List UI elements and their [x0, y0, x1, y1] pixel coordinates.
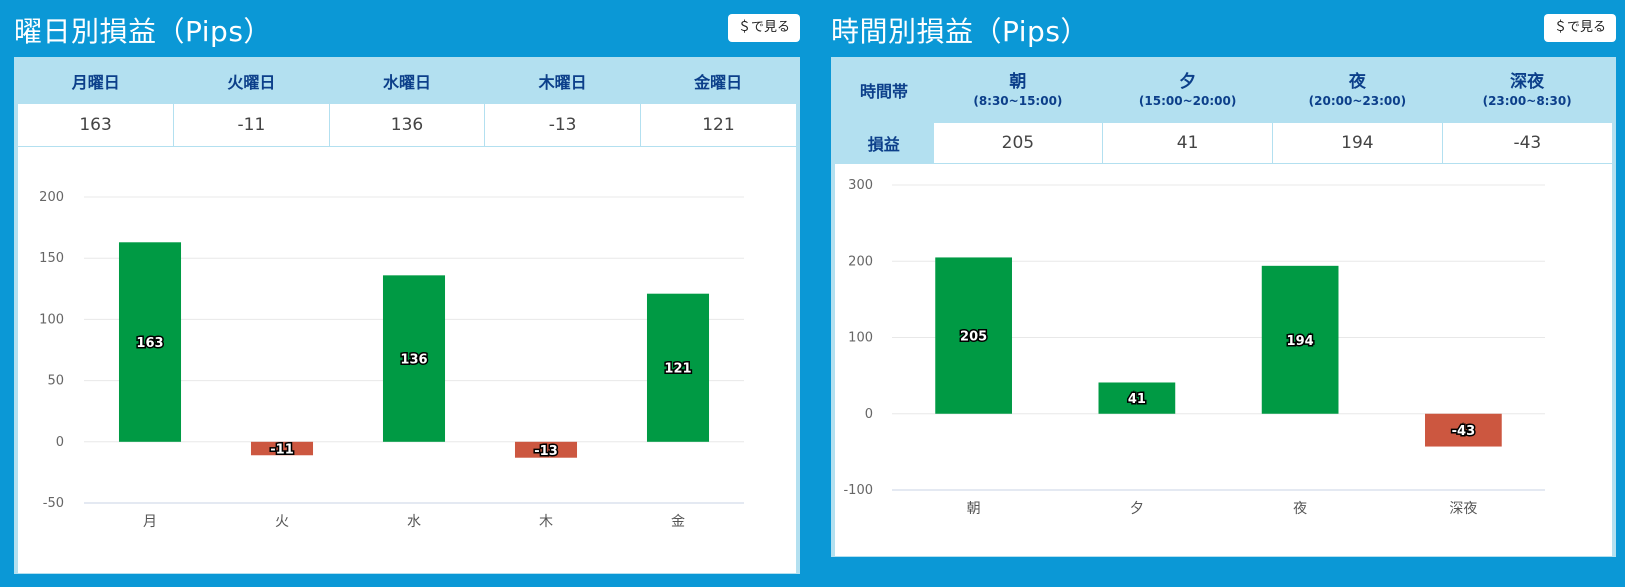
time-header-morning: 朝 (8:30~15:00) — [933, 57, 1103, 123]
time-header-morning-label: 朝 — [1009, 72, 1027, 92]
y-tick-label: 300 — [848, 178, 873, 193]
time-value-latenight: -43 — [1441, 123, 1612, 164]
time-header-night-label: 夜 — [1348, 72, 1366, 92]
time-header-evening-label: 夕 — [1179, 72, 1197, 92]
bar-深夜 — [1425, 413, 1502, 447]
weekday-bar-chart: -50 0 50 100 150 200 163 月 -11 火 136 水 -13 木 121 金 — [39, 190, 744, 530]
bar-水 — [382, 275, 446, 442]
y-tick-label: -100 — [843, 483, 873, 498]
y-tick-label: -50 — [43, 496, 64, 511]
weekday-header-thu: 木曜日 — [484, 57, 641, 104]
time-row-header-period: 時間帯 — [835, 57, 933, 123]
weekday-value-mon: 163 — [18, 104, 174, 147]
weekday-header-wed: 水曜日 — [329, 57, 485, 104]
bar-data-label: 41 — [1128, 392, 1146, 407]
bar-data-label: 121 — [664, 362, 691, 377]
bar-data-label: 163 — [136, 336, 163, 351]
time-header-latenight-label: 深夜 — [1510, 72, 1545, 92]
time-bar-chart: -100 0 100 200 300 205 朝 41 夕 194 夜 -43 深夜 — [843, 178, 1545, 517]
time-header-night: 夜 (20:00~23:00) — [1272, 57, 1443, 123]
time-value-evening: 41 — [1102, 123, 1273, 164]
bar-木 — [514, 441, 578, 458]
bar-data-label: -13 — [534, 444, 558, 459]
time-header-latenight-range: (23:00~8:30) — [1482, 94, 1572, 108]
bar-data-label: -43 — [1452, 424, 1476, 439]
y-tick-label: 100 — [848, 331, 873, 346]
y-tick-label: 200 — [39, 190, 64, 205]
weekday-chart-area: -50 0 50 100 150 200 163 月 -11 火 136 水 -13 木 121 金 — [18, 147, 796, 573]
weekday-table: 月曜日 火曜日 水曜日 木曜日 金曜日 163 -11 136 -13 121 — [18, 57, 796, 147]
weekday-card: 月曜日 火曜日 水曜日 木曜日 金曜日 163 -11 136 -13 121 … — [14, 57, 800, 574]
time-value-morning: 205 — [932, 123, 1103, 164]
x-tick-label: 月 — [143, 514, 157, 530]
time-value-night: 194 — [1272, 123, 1443, 164]
weekday-usd-button[interactable]: ＄で見る — [727, 14, 800, 42]
time-header-latenight: 深夜 (23:00~8:30) — [1442, 57, 1612, 123]
time-header-evening: 夕 (15:00~20:00) — [1102, 57, 1273, 123]
x-tick-label: 夜 — [1293, 501, 1307, 517]
weekday-value-tue: -11 — [173, 104, 330, 147]
weekday-header-fri: 金曜日 — [640, 57, 796, 104]
time-usd-button[interactable]: ＄で見る — [1543, 14, 1616, 42]
y-tick-label: 0 — [865, 407, 873, 422]
x-tick-label: 木 — [539, 514, 553, 530]
y-tick-label: 50 — [47, 374, 64, 389]
weekday-value-thu: -13 — [484, 104, 641, 147]
bar-data-label: 194 — [1287, 334, 1314, 349]
x-tick-label: 夕 — [1130, 501, 1144, 517]
time-header-night-range: (20:00~23:00) — [1308, 94, 1407, 108]
bar-data-label: 136 — [400, 353, 427, 368]
x-tick-label: 火 — [275, 514, 289, 530]
y-tick-label: 100 — [39, 312, 64, 327]
weekday-value-wed: 136 — [328, 104, 485, 147]
weekday-header-mon: 月曜日 — [18, 57, 174, 104]
x-tick-label: 深夜 — [1449, 501, 1477, 517]
time-header-morning-range: (8:30~15:00) — [973, 94, 1063, 108]
time-chart-area: -100 0 100 200 300 205 朝 41 夕 194 夜 -43 深夜 — [835, 164, 1612, 556]
bar-金 — [646, 293, 710, 442]
y-tick-label: 150 — [39, 251, 64, 266]
bar-夜 — [1261, 265, 1339, 414]
weekday-value-fri: 121 — [639, 104, 796, 147]
bar-朝 — [935, 257, 1012, 414]
time-panel-title: 時間別損益（Pips） — [831, 15, 1089, 48]
weekday-panel-title: 曜日別損益（Pips） — [14, 15, 272, 48]
bar-data-label: 205 — [960, 330, 987, 345]
time-row-header-pl: 損益 — [835, 123, 933, 164]
time-card: 時間帯 朝 (8:30~15:00) 夕 (15:00~20:00) 夜 (20… — [831, 57, 1616, 557]
bar-夕 — [1098, 382, 1176, 414]
y-tick-label: 0 — [56, 435, 64, 450]
weekday-header-tue: 火曜日 — [173, 57, 330, 104]
time-table: 時間帯 朝 (8:30~15:00) 夕 (15:00~20:00) 夜 (20… — [835, 57, 1612, 164]
x-tick-label: 金 — [671, 514, 685, 530]
bar-data-label: -11 — [270, 443, 294, 458]
y-tick-label: 200 — [848, 254, 873, 269]
bar-月 — [118, 242, 182, 442]
time-header-evening-range: (15:00~20:00) — [1138, 94, 1237, 108]
bar-火 — [250, 441, 314, 456]
x-tick-label: 水 — [407, 514, 421, 530]
x-tick-label: 朝 — [967, 501, 981, 517]
